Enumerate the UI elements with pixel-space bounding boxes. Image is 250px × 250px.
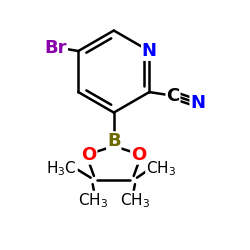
Text: N: N xyxy=(190,94,205,112)
Text: O: O xyxy=(81,146,96,164)
Text: N: N xyxy=(142,42,157,60)
Text: $\mathsf{H_3C}$: $\mathsf{H_3C}$ xyxy=(46,159,77,178)
Text: B: B xyxy=(107,132,120,150)
Text: C: C xyxy=(166,87,179,105)
Text: $\mathsf{CH_3}$: $\mathsf{CH_3}$ xyxy=(146,159,176,178)
Text: O: O xyxy=(131,146,146,164)
Text: $\mathsf{CH_3}$: $\mathsf{CH_3}$ xyxy=(78,192,108,210)
Text: $\mathsf{CH_3}$: $\mathsf{CH_3}$ xyxy=(120,192,150,210)
Text: Br: Br xyxy=(45,38,67,56)
